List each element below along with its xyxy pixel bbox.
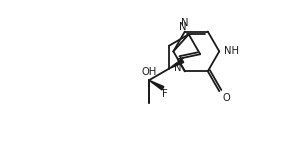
Text: N: N [179,22,186,32]
Text: N: N [181,18,189,28]
Polygon shape [169,59,184,69]
Text: NH: NH [224,46,239,56]
Text: O: O [222,93,230,103]
Text: F: F [179,55,185,65]
Polygon shape [149,80,164,90]
Text: F: F [162,89,168,100]
Text: OH: OH [141,67,157,77]
Text: N: N [174,62,182,73]
